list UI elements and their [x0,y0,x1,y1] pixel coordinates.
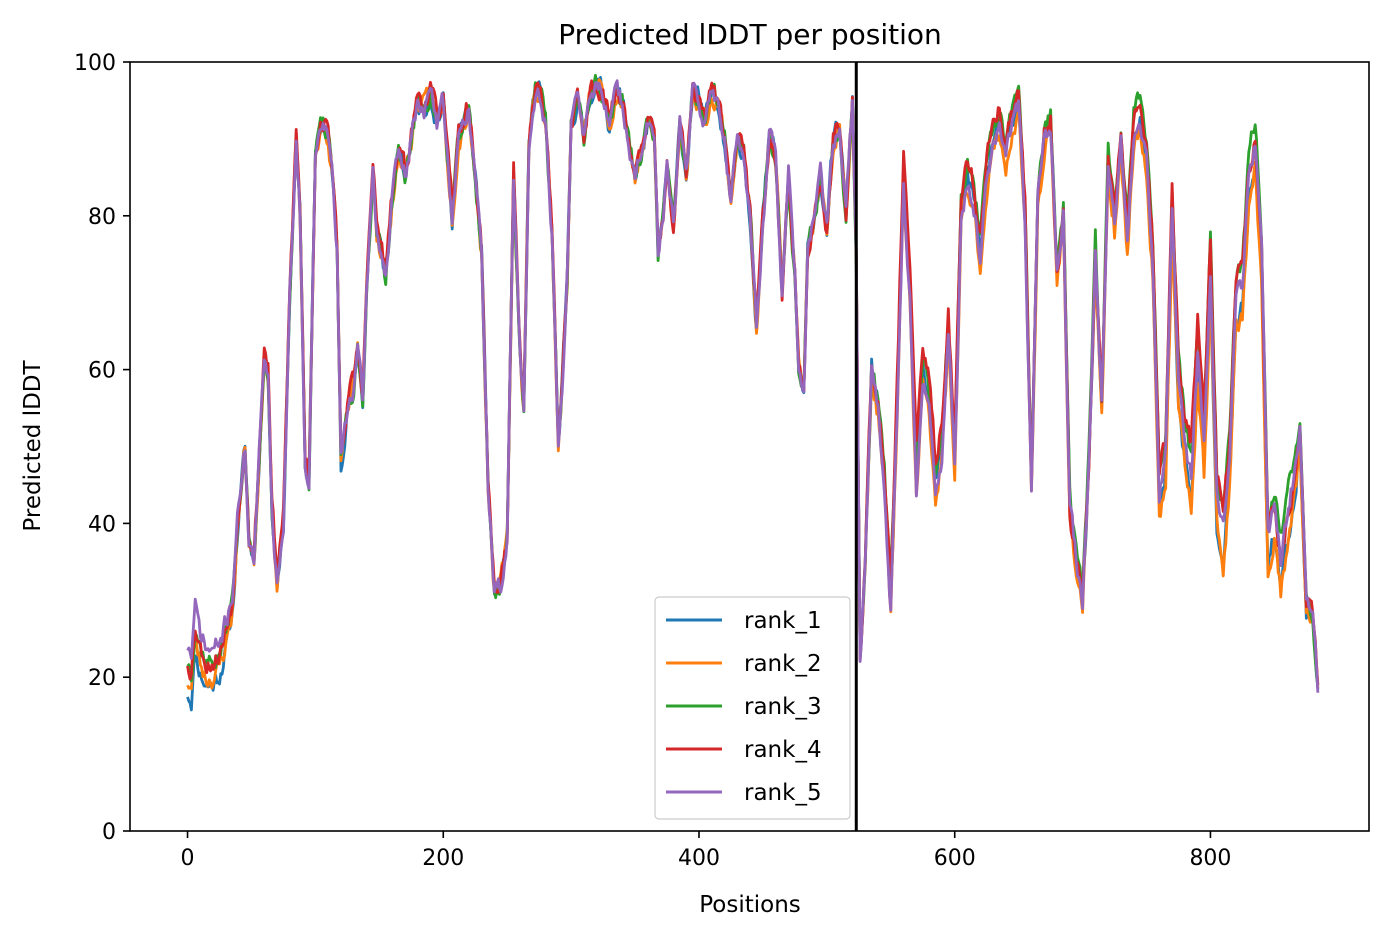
y-axis: 0 20 40 60 80 100 [74,51,130,845]
y-tick-label: 60 [88,359,116,384]
x-axis-label: Positions [699,892,801,918]
legend-label-rank-2: rank_2 [744,651,822,677]
y-axis-label: Predicted lDDT [20,359,46,531]
plot-area [129,61,1370,832]
y-tick-label: 40 [88,512,116,537]
x-axis: 0 200 400 600 800 [181,831,1231,871]
y-tick-label: 80 [88,205,116,230]
y-tick-label: 100 [74,51,116,76]
legend: rank_1 rank_2 rank_3 rank_4 rank_5 [654,596,851,820]
legend-label-rank-1: rank_1 [744,608,822,634]
legend-label-rank-4: rank_4 [744,737,822,763]
x-tick-label: 600 [934,846,976,871]
y-tick-label: 0 [102,820,116,845]
plot-frame [129,61,1370,832]
y-tick-label: 20 [88,666,116,691]
chart-title: Predicted lDDT per position [558,18,942,51]
legend-box [654,596,851,820]
x-tick-label: 0 [181,846,195,871]
x-tick-label: 200 [422,846,464,871]
legend-label-rank-5: rank_5 [744,780,822,806]
legend-label-rank-3: rank_3 [744,694,822,720]
series-group [186,73,1320,712]
series-line-rank-5 [186,79,1320,693]
x-tick-label: 800 [1189,846,1231,871]
x-tick-label: 400 [678,846,720,871]
